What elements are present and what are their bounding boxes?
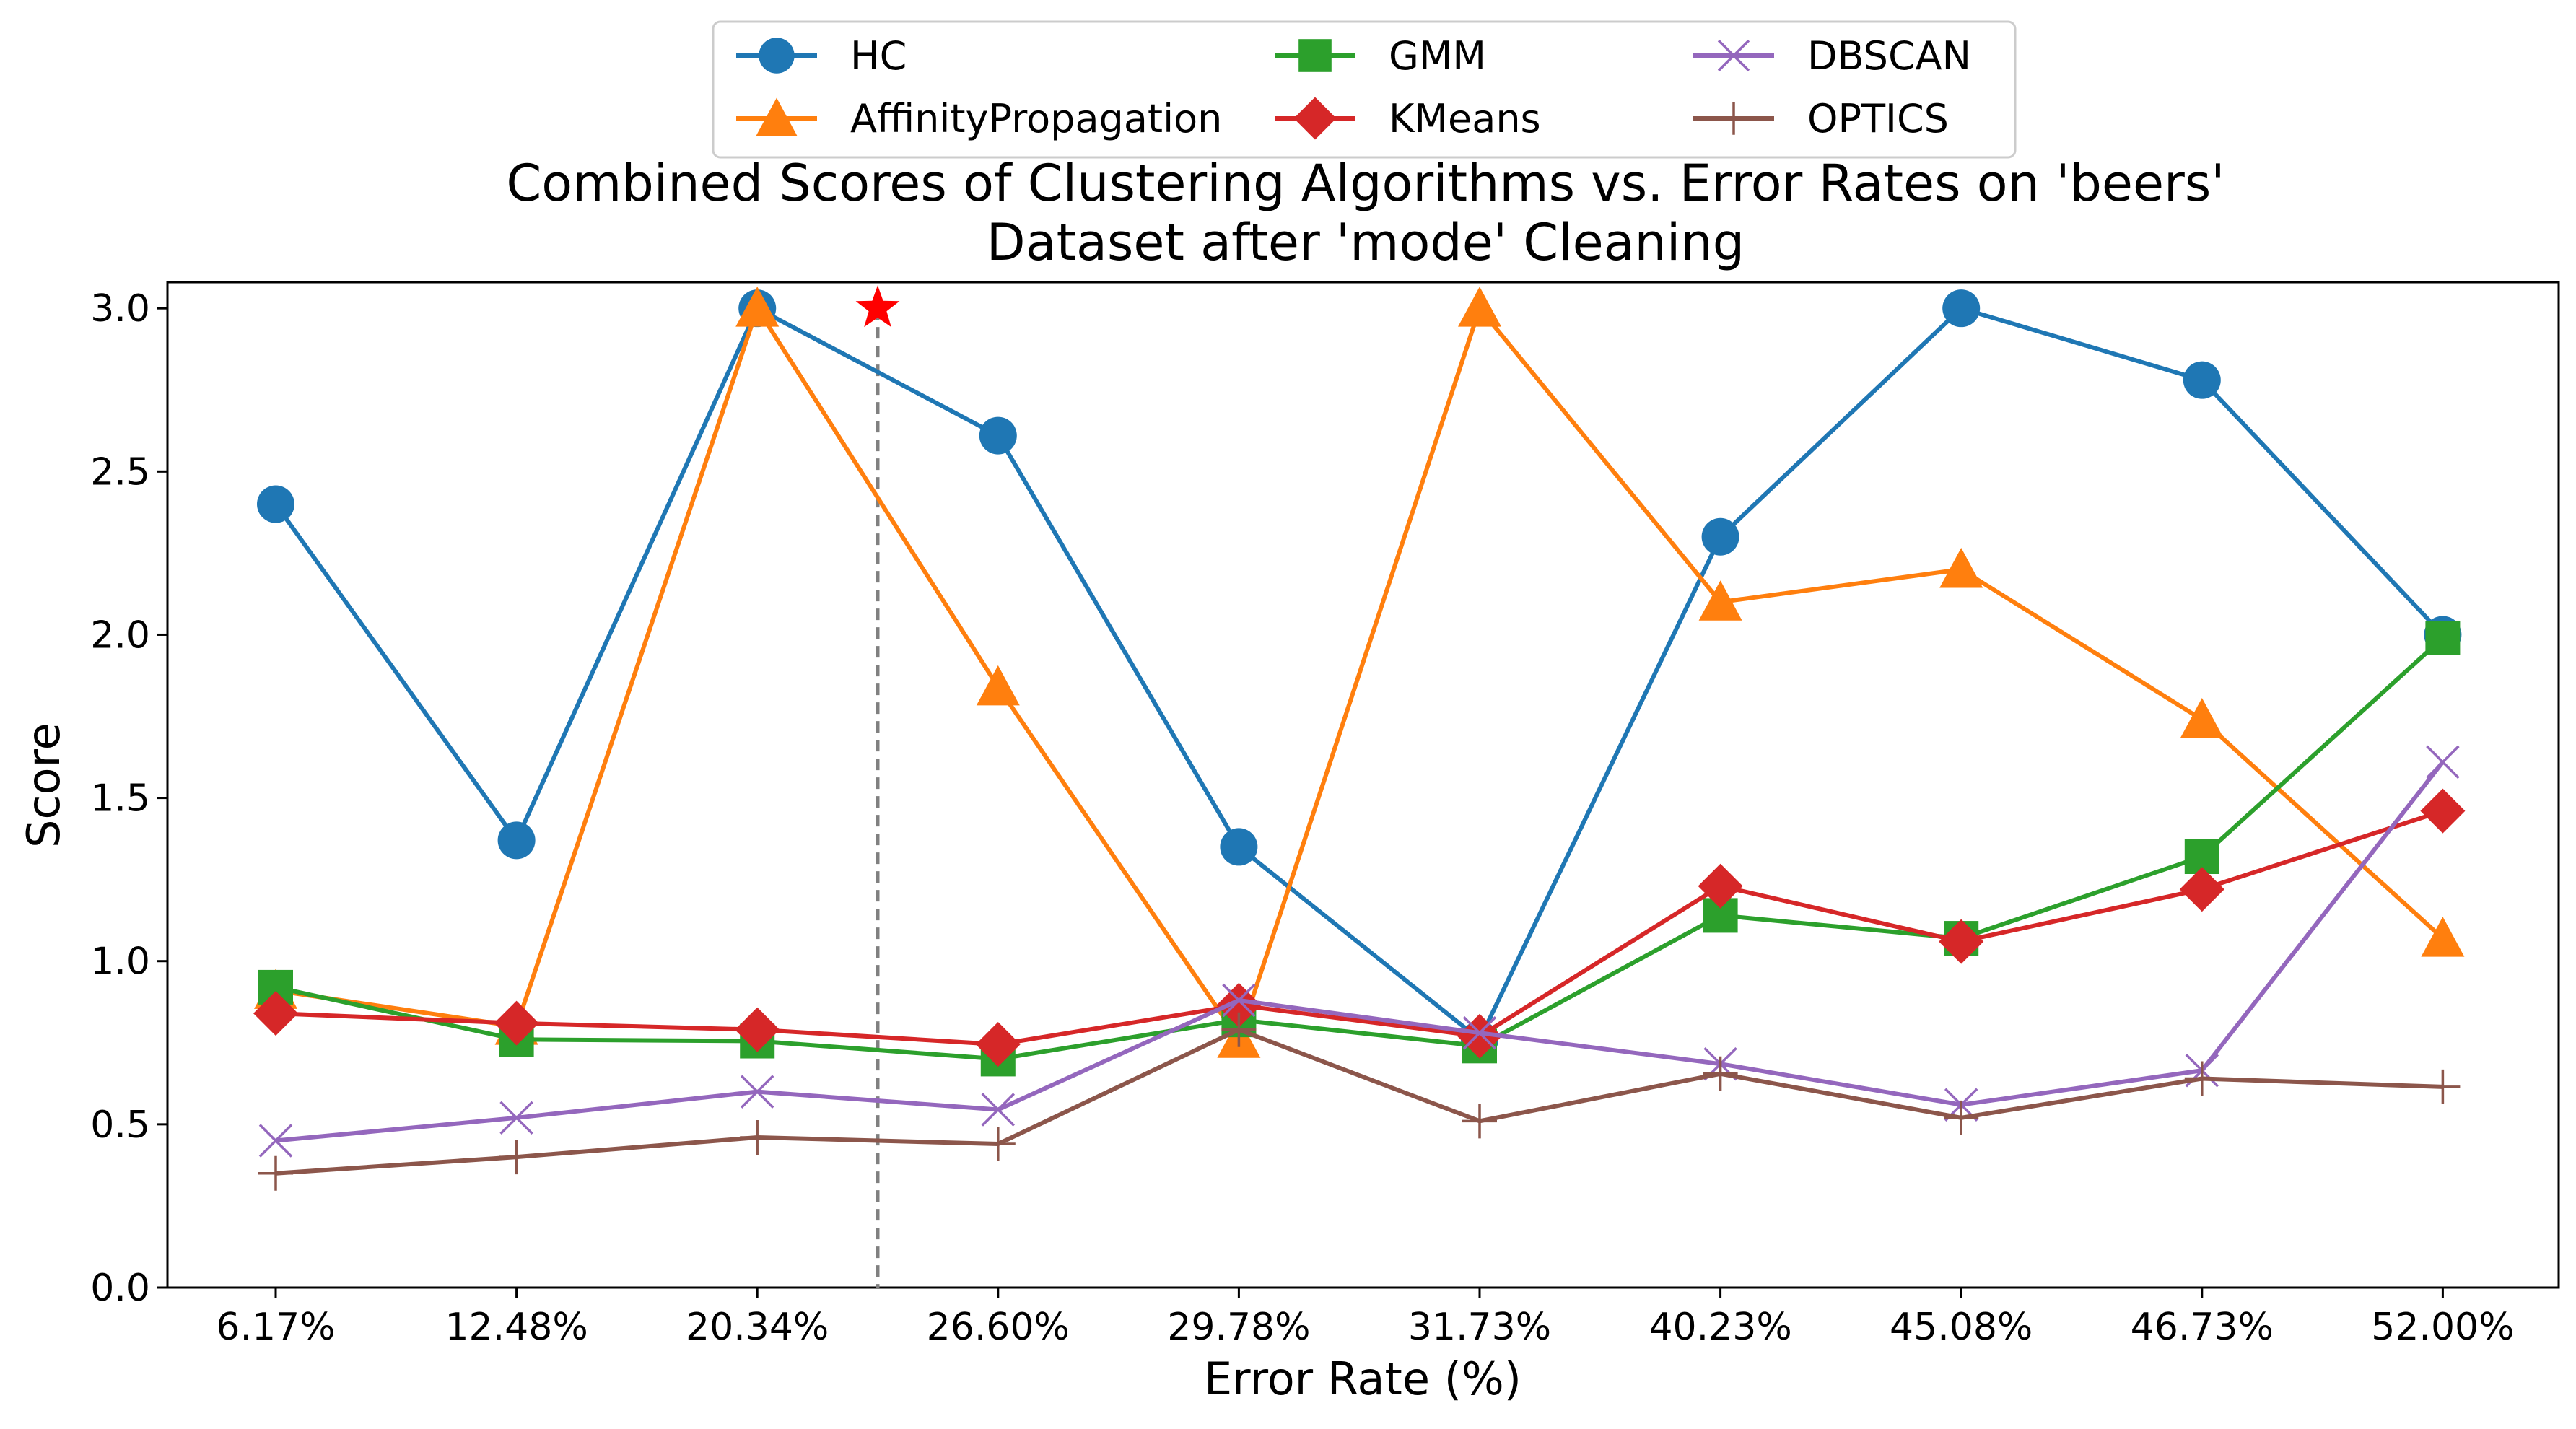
legend-swatch-marker: [1293, 97, 1337, 140]
data-point-dbscan: [258, 1124, 293, 1158]
series-line-optics: [275, 1027, 2443, 1176]
data-point-hc: [1220, 828, 1258, 866]
legend-swatch-marker: [1717, 39, 1750, 72]
legend-label: AffinityPropagation: [850, 96, 1222, 141]
y-axis-label: Score: [17, 722, 70, 848]
data-point-affinitypropagation: [1698, 580, 1742, 621]
data-point-dbscan: [1462, 1015, 1497, 1050]
legend-entry-kmeans: KMeans: [1275, 96, 1541, 141]
legend-swatch-marker: [1298, 39, 1332, 72]
x-tick-label: 52.00%: [2371, 1306, 2514, 1349]
x-tick-label: 6.17%: [216, 1306, 335, 1349]
chart-title-line-2: Dataset after 'mode' Cleaning: [987, 213, 1745, 272]
data-point-kmeans: [1216, 982, 1262, 1028]
data-point-optics: [258, 1155, 293, 1191]
legend-label: GMM: [1389, 33, 1486, 79]
y-tick-label: 1.0: [90, 940, 150, 984]
x-tick-label: 46.73%: [2131, 1306, 2274, 1349]
series-gmm: [258, 620, 2461, 1077]
series-line-dbscan: [275, 760, 2445, 1143]
data-point-optics: [1221, 1012, 1257, 1047]
data-point-optics: [2425, 1069, 2461, 1104]
y-tick-label: 1.5: [90, 777, 150, 821]
data-point-optics: [1944, 1100, 1979, 1135]
x-axis: 6.17% 12.48% 20.34% 26.60% 29.78% 31.73% 40.23…: [216, 1288, 2515, 1349]
data-point-dbscan: [981, 1093, 1016, 1127]
y-tick-label: 0.5: [90, 1104, 150, 1147]
data-point-hc: [1942, 289, 1981, 328]
data-point-dbscan: [740, 1075, 774, 1109]
data-point-optics: [1462, 1104, 1497, 1139]
y-tick-label: 2.0: [90, 613, 150, 657]
x-tick-label: 45.08%: [1890, 1306, 2033, 1349]
x-tick-label: 31.73%: [1408, 1306, 1551, 1349]
data-point-kmeans: [1939, 919, 1984, 964]
best-score-star: [855, 285, 900, 328]
legend-swatch-marker: [759, 38, 795, 74]
data-point-affinitypropagation: [1458, 287, 1501, 327]
data-point-affinitypropagation: [735, 287, 780, 327]
data-point-optics: [740, 1119, 775, 1155]
series-line-gmm: [275, 636, 2445, 1062]
series-line-kmeans: [275, 808, 2444, 1047]
data-point-kmeans: [2420, 788, 2466, 834]
data-point-dbscan: [499, 1101, 533, 1135]
data-point-optics: [1703, 1056, 1738, 1091]
series-line-hc: [274, 306, 2445, 1042]
data-point-kmeans: [494, 1000, 539, 1046]
data-point-affinitypropagation: [1939, 548, 1983, 588]
y-axis: 0.0 0.5 1.0 1.5 2.0 2.5 3.0: [90, 287, 167, 1310]
data-point-kmeans: [1457, 1013, 1502, 1059]
data-point-hc: [2183, 361, 2221, 399]
legend-label: HC: [850, 33, 907, 79]
data-point-kmeans: [735, 1007, 780, 1052]
series-layer: [253, 287, 2466, 1191]
x-tick-label: 26.60%: [927, 1306, 1070, 1349]
annotations: [855, 285, 900, 1288]
legend: HC AffinityPropagation GMM KMeans DBSCAN OPTI…: [712, 20, 2017, 159]
legend-entry-optics: OPTICS: [1693, 96, 1949, 141]
y-tick-label: 3.0: [90, 287, 150, 331]
legend-label: OPTICS: [1807, 96, 1949, 141]
y-tick-label: 2.5: [90, 450, 150, 494]
data-point-kmeans: [253, 991, 298, 1036]
legend-entry-gmm: GMM: [1275, 33, 1486, 79]
data-point-gmm: [2425, 620, 2461, 655]
data-point-optics: [2184, 1061, 2219, 1096]
chart-title-line-1: Combined Scores of Clustering Algorithms…: [506, 154, 2224, 213]
data-point-kmeans: [2179, 867, 2224, 912]
legend-entry-hc: HC: [736, 33, 907, 79]
data-point-kmeans: [1698, 863, 1743, 909]
data-point-affinitypropagation: [2421, 917, 2465, 957]
data-point-dbscan: [1222, 983, 1256, 1018]
data-point-kmeans: [975, 1022, 1021, 1067]
data-point-optics: [499, 1140, 534, 1175]
data-point-affinitypropagation: [976, 665, 1020, 706]
x-axis-label: Error Rate (%): [1204, 1352, 1521, 1405]
y-tick-label: 0.0: [90, 1267, 150, 1310]
legend-swatch-marker: [756, 97, 798, 136]
data-point-dbscan: [2426, 745, 2460, 779]
legend-label: KMeans: [1389, 96, 1541, 141]
legend-label: DBSCAN: [1807, 33, 1971, 79]
legend-entry-dbscan: DBSCAN: [1693, 33, 1971, 79]
x-tick-label: 29.78%: [1167, 1306, 1310, 1349]
data-point-hc: [979, 416, 1017, 455]
plot-area: [166, 281, 2560, 1289]
series-line-affinitypropagation: [275, 306, 2445, 1042]
series-kmeans: [253, 788, 2466, 1067]
legend-entry-affinitypropagation: AffinityPropagation: [736, 96, 1222, 141]
data-point-hc: [497, 821, 536, 860]
legend-swatch-marker: [1717, 102, 1750, 135]
x-tick-label: 20.34%: [686, 1306, 829, 1349]
data-point-affinitypropagation: [2180, 698, 2224, 738]
series-optics: [258, 1012, 2461, 1191]
legend-frame: [712, 20, 2017, 159]
data-point-hc: [257, 485, 294, 523]
data-point-optics: [980, 1127, 1016, 1161]
x-tick-label: 12.48%: [445, 1306, 588, 1349]
x-tick-label: 40.23%: [1649, 1306, 1791, 1349]
data-point-hc: [1701, 517, 1739, 556]
